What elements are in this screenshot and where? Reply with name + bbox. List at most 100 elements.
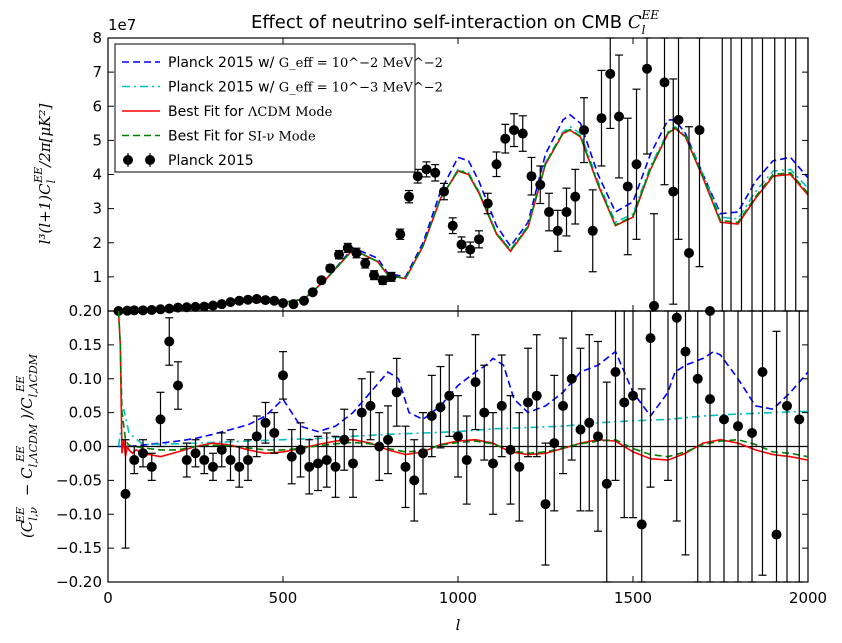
bottom-y-tick-label: 0.10 [69,370,102,388]
top-data-point [216,299,227,310]
bottom-data-point [400,461,411,472]
top-data-point [269,295,280,306]
bottom-data-point [453,431,463,442]
bottom-data-point [470,377,481,388]
bottom-data-point [365,400,376,411]
top-data-point [155,304,166,315]
bottom-data-point [164,336,175,347]
top-data-point [164,303,175,314]
bottom-data-point [523,397,533,408]
top-panel: 1 2 3 4 5 6 7 8 [92,29,809,316]
top-data-point [421,164,432,175]
bottom-y-axis-label-sup2: EE [14,446,27,463]
bottom-data-point [645,333,656,344]
bottom-data-point [383,434,393,445]
top-data-point [288,299,299,310]
bottom-points-group [120,310,805,583]
top-data-point [456,239,467,250]
chart-title: Effect of neutrino self-interaction on C… [251,8,659,37]
bottom-y-axis-label-sub2: l,ΛCDM [27,423,40,467]
top-data-point [146,304,157,315]
x-tick-label: 2000 [789,589,827,607]
bottom-data-point [146,461,157,472]
top-data-point [299,295,309,306]
top-data-point [552,225,563,236]
top-data-point [369,270,379,281]
top-data-point [631,159,642,170]
top-y-tick-label: 8 [92,29,102,47]
bottom-y-axis-label: (Cl,νEE − Cl,ΛCDMEE)/Cl,ΛCDMEE [14,353,40,538]
top-data-point [526,171,537,182]
top-y-tick-label: 5 [92,131,102,149]
bottom-data-point [488,458,498,469]
bottom-data-point [409,475,420,486]
bottom-data-point [435,402,446,413]
bottom-data-point [173,380,183,391]
legend-label-1: Planck 2015 w/ G_eff = 10^−3 MeV^−2 [168,80,443,96]
legend-entries: Planck 2015 w/ G_eff = 10^−2 MeV^−2 Planc… [122,55,443,169]
bottom-data-point [120,488,131,499]
bottom-data-point [566,373,577,384]
top-data-point [251,294,262,305]
top-data-point [649,300,659,311]
bottom-data-point [208,461,218,472]
x-tick-label: 1500 [614,589,652,607]
top-data-point [605,68,616,79]
top-y-axis-label: l³(l+1)ClEE/2π[μK²] [32,104,58,245]
bottom-data-point [496,400,507,411]
top-data-point [430,167,441,178]
bottom-data-point [155,414,166,425]
chart-title-text: Effect of neutrino self-interaction on C… [251,12,628,33]
bottom-data-point [295,444,306,455]
top-data-point [334,249,344,260]
bottom-series-line-2 [117,310,809,461]
bottom-data-point [234,461,245,472]
legend-label-2: Best Fit for ΛCDM Mode [168,104,333,120]
bottom-data-point [199,455,210,466]
bottom-data-point [514,461,525,472]
top-data-point [325,263,336,274]
bottom-y-tick-label: 0.20 [69,302,102,320]
top-data-point [673,114,684,125]
bottom-data-point [619,397,630,408]
top-data-point [517,128,528,139]
bottom-data-point [601,478,612,489]
top-data-point [535,179,546,190]
chart-title-sub: l [642,23,646,37]
top-data-point [395,229,406,240]
bottom-data-point [251,431,262,442]
bottom-data-point [636,519,647,530]
bottom-data-point [461,455,472,466]
chart-title-sup: EE [640,8,659,22]
bottom-data-point [225,455,236,466]
top-y-axis-label-sup: EE [32,167,45,184]
bottom-data-point [575,424,586,435]
bottom-data-point [418,448,428,459]
top-y-tick-label: 2 [92,234,102,252]
top-data-point [412,171,423,182]
top-data-point [482,198,493,209]
bottom-data-point [671,312,682,323]
bottom-data-point [278,370,288,381]
top-data-point [234,295,245,306]
bottom-data-point [733,421,743,432]
top-data-point [316,275,327,286]
bottom-data-point [705,394,715,405]
top-data-point [596,113,607,124]
top-data-point [474,234,484,245]
bottom-panel: −0.20 −0.15 −0.10 −0.05 0.00 0.05 0.10 0.15 0.20 [56,302,809,591]
bottom-data-point [129,455,140,466]
bottom-data-point [540,499,551,510]
top-data-point [668,186,679,197]
top-data-point [342,242,353,253]
bottom-data-point [628,390,638,401]
bottom-data-point [260,417,271,428]
top-data-point [694,125,705,136]
top-data-point [360,258,371,269]
top-data-point [243,294,253,305]
top-data-point [509,125,519,136]
bottom-data-point [190,448,201,459]
bottom-y-tick-label: −0.05 [56,471,102,489]
top-y-tick-label: 7 [92,63,102,81]
top-y-ticks: 1 2 3 4 5 6 7 8 [92,29,808,286]
